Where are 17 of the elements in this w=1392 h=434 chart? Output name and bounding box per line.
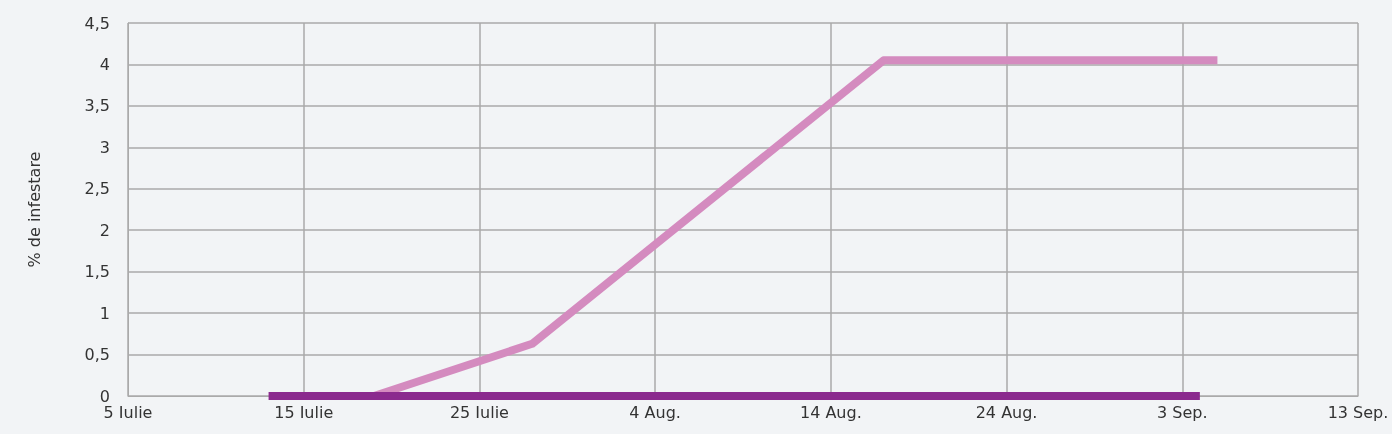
x-tick-label: 3 Sep. (1157, 402, 1208, 422)
y-tick-label: 4,5 (84, 13, 110, 33)
y-tick-label: 1 (99, 303, 110, 323)
y-tick-label: 3 (99, 137, 110, 157)
y-tick-label: 3,5 (84, 96, 110, 116)
y-tick-label: 1,5 (84, 262, 110, 282)
y-tick-label: 0,5 (84, 345, 110, 365)
x-tick-label: 4 Aug. (629, 402, 681, 422)
x-tick-label: 24 Aug. (975, 402, 1038, 422)
y-tick-label: 4 (99, 54, 110, 74)
x-tick-label: 13 Sep. (1327, 402, 1389, 422)
x-tick-label: 15 Iulie (274, 402, 334, 422)
y-tick-label: 2 (99, 220, 110, 240)
x-tick-label: 14 Aug. (799, 402, 862, 422)
y-tick-label: 2,5 (84, 179, 110, 199)
y-axis-title: % de infestare (24, 151, 44, 268)
x-tick-label: 25 Iulie (449, 402, 509, 422)
